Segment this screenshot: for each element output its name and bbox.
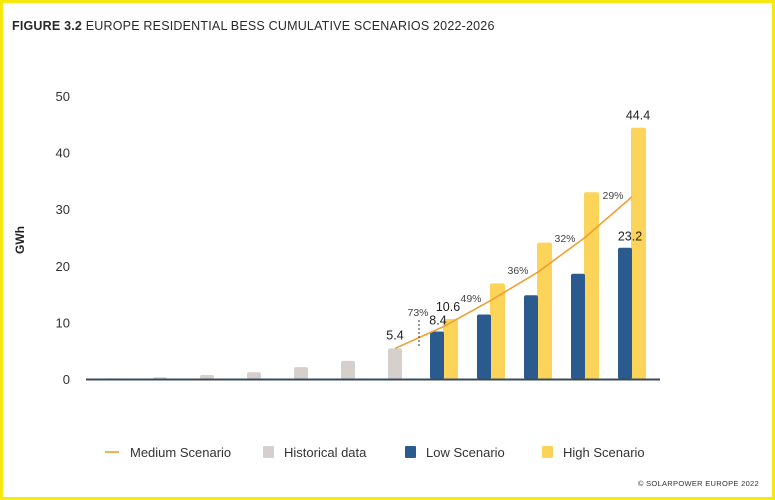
historical-bar (341, 360, 355, 379)
historical-bar (388, 348, 402, 379)
growth-rate-label: 36% (507, 265, 528, 277)
historical-bar (200, 375, 214, 379)
y-tick-label: 20 (56, 259, 70, 274)
legend-label: Historical data (284, 445, 367, 460)
low-scenario-bar (524, 295, 538, 379)
low-scenario-data-label: 8.4 (429, 313, 446, 327)
growth-rate-label: 32% (554, 233, 575, 245)
low-scenario-data-label: 23.2 (618, 230, 642, 244)
high-scenario-data-label: 44.4 (626, 109, 650, 123)
y-tick-label: 0 (63, 372, 70, 387)
high-scenario-bar (631, 127, 646, 379)
legend-label: High Scenario (563, 445, 645, 460)
y-axis-label: GWh (13, 226, 27, 254)
historical-bar (247, 372, 261, 379)
y-tick-label: 40 (56, 146, 70, 161)
high-scenario-bar (443, 319, 458, 379)
growth-rate-label: 49% (460, 293, 481, 305)
medium-scenario-line (394, 196, 633, 350)
historical-data-label: 5.4 (386, 328, 403, 342)
legend-swatch-icon (405, 446, 416, 458)
y-tick-label: 10 (56, 315, 70, 330)
high-scenario-data-label: 10.6 (436, 300, 460, 314)
low-scenario-bar (571, 273, 585, 379)
high-scenario-bar (584, 192, 599, 379)
growth-rate-label: 29% (602, 190, 623, 202)
high-scenario-bar (537, 242, 552, 379)
legend-label: Medium Scenario (130, 445, 231, 460)
low-scenario-bar (618, 247, 632, 379)
high-scenario-bar (490, 283, 505, 379)
low-scenario-bar (477, 314, 491, 379)
legend-swatch-icon (542, 446, 553, 458)
figure-number: FIGURE 3.2 (12, 19, 83, 33)
low-scenario-bar (430, 331, 444, 379)
growth-rate-label: 73% (407, 307, 428, 319)
y-tick-label: 50 (56, 89, 70, 104)
legend-label: Low Scenario (426, 445, 505, 460)
legend-swatch-icon (263, 446, 274, 458)
y-tick-label: 30 (56, 202, 70, 217)
figure-title: EUROPE RESIDENTIAL BESS CUMULATIVE SCENA… (85, 19, 495, 33)
historical-bar (294, 367, 308, 379)
chart-title: FIGURE 3.2 EUROPE RESIDENTIAL BESS CUMUL… (12, 19, 495, 33)
copyright: © SOLARPOWER EUROPE 2022 (637, 479, 759, 488)
